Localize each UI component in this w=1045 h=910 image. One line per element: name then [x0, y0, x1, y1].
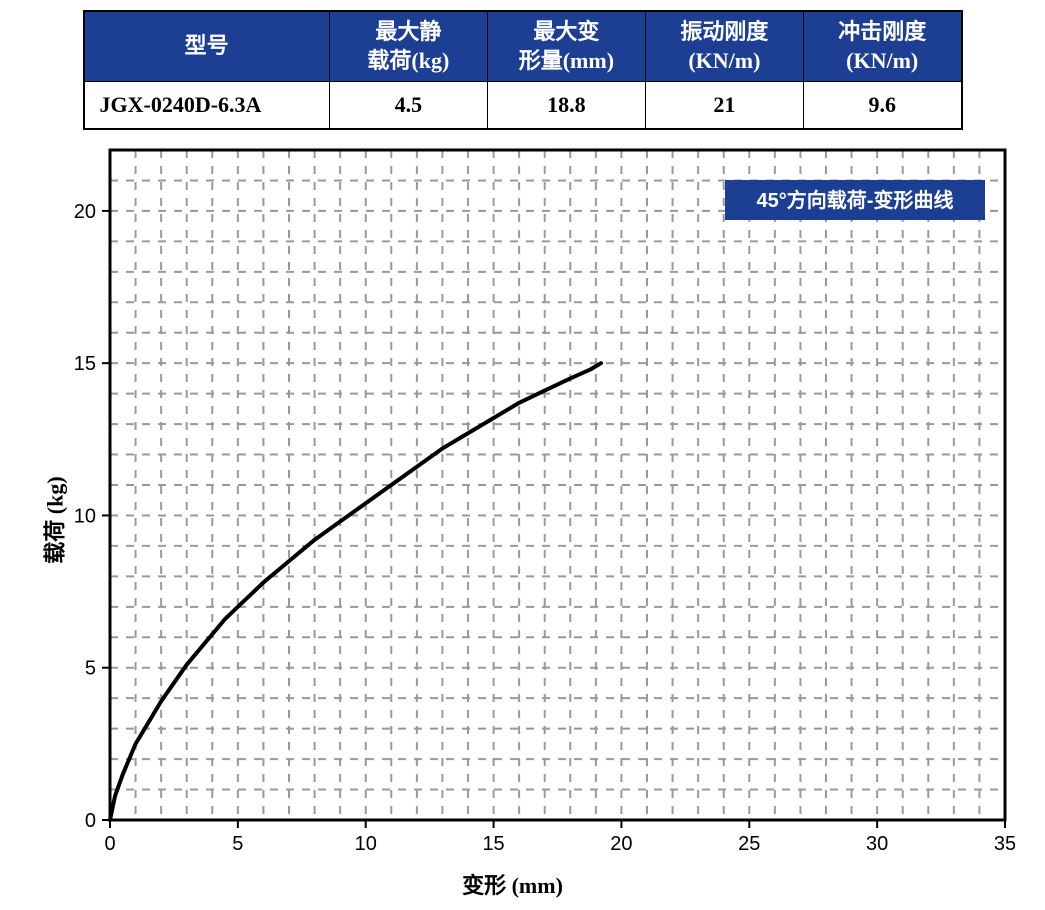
svg-text:0: 0	[85, 810, 96, 832]
x-axis-label: 变形 (mm)	[462, 868, 563, 900]
svg-text:5: 5	[85, 658, 96, 680]
col-max-deformation: 最大变形量(mm)	[487, 11, 645, 82]
svg-text:5: 5	[232, 833, 243, 855]
svg-text:20: 20	[610, 833, 632, 855]
col-max-static-load: 最大静载荷(kg)	[329, 11, 487, 82]
load-deformation-chart: 0 5 10 15 20 25 30 35 0 5 10 15 20 45°方向载荷-变形曲线	[65, 140, 1015, 870]
cell-impact-stiffness: 9.6	[803, 82, 961, 130]
chart-container: 载荷 (kg) 变形 (mm) 051015202530350510152045…	[10, 140, 1015, 900]
svg-text:10: 10	[74, 506, 96, 528]
cell-model: JGX-0240D-6.3A	[84, 82, 330, 130]
svg-text:30: 30	[866, 833, 888, 855]
svg-text:35: 35	[994, 833, 1015, 855]
col-vib-stiffness: 振动刚度(KN/m)	[645, 11, 803, 82]
cell-max-static-load: 4.5	[329, 82, 487, 130]
col-model: 型号	[84, 11, 330, 82]
svg-text:0: 0	[104, 833, 115, 855]
spec-table: 型号 最大静载荷(kg) 最大变形量(mm) 振动刚度(KN/m) 冲击刚度(K…	[83, 10, 963, 130]
svg-text:20: 20	[74, 201, 96, 223]
col-impact-stiffness: 冲击刚度(KN/m)	[803, 11, 961, 82]
svg-text:45°方向载荷-变形曲线: 45°方向载荷-变形曲线	[757, 188, 954, 212]
svg-text:15: 15	[482, 833, 504, 855]
cell-vib-stiffness: 21	[645, 82, 803, 130]
table-row: JGX-0240D-6.3A 4.5 18.8 21 9.6	[84, 82, 962, 130]
svg-text:15: 15	[74, 353, 96, 375]
table-header-row: 型号 最大静载荷(kg) 最大变形量(mm) 振动刚度(KN/m) 冲击刚度(K…	[84, 11, 962, 82]
svg-text:10: 10	[355, 833, 377, 855]
cell-max-deformation: 18.8	[487, 82, 645, 130]
svg-text:25: 25	[738, 833, 760, 855]
